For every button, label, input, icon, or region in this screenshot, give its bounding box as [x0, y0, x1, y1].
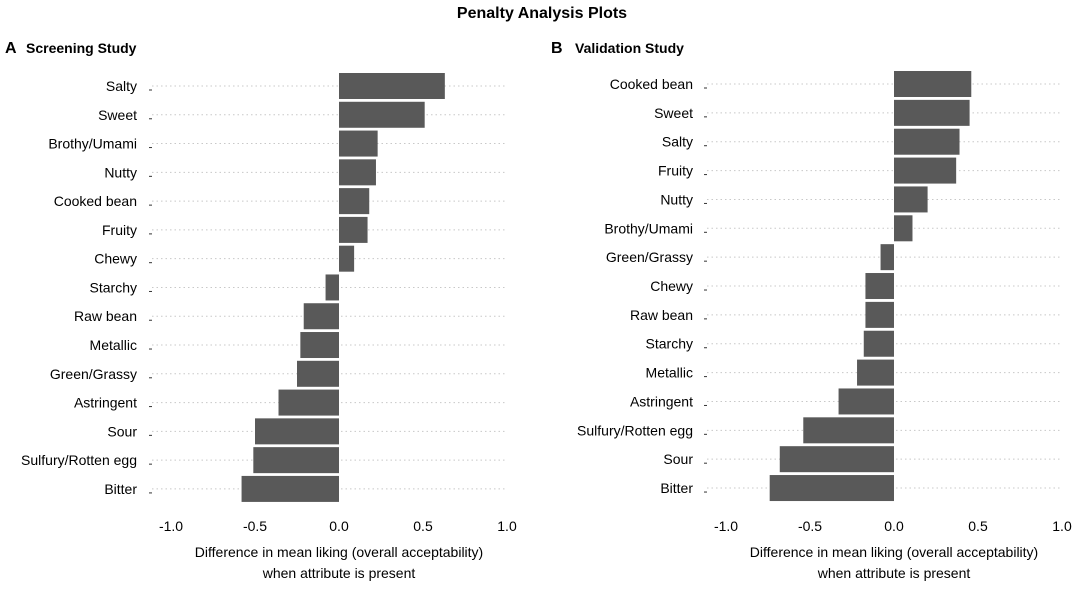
category-label: Fruity — [658, 163, 693, 179]
x-tick-label: -0.5 — [798, 518, 822, 534]
x-tick-label: 0.5 — [413, 518, 433, 534]
bar — [253, 447, 339, 474]
bar — [255, 418, 339, 445]
figure-title: Penalty Analysis Plots — [457, 5, 627, 22]
x-axis-title-line2: when attribute is present — [262, 565, 416, 581]
panel-screening: A Screening Study Salty Sweet Brothy/Umami Nu… — [5, 40, 517, 581]
bar — [803, 417, 894, 444]
x-tick-label: -1.0 — [159, 518, 183, 534]
bar — [865, 301, 894, 328]
category-label: Brothy/Umami — [604, 220, 693, 236]
x-tick-label: 1.0 — [497, 518, 517, 534]
x-axis-title-line1: Difference in mean liking (overall accep… — [750, 544, 1038, 560]
category-label: Starchy — [646, 336, 693, 352]
panel-title: Screening Study — [26, 40, 137, 56]
category-label: Starchy — [90, 279, 137, 295]
bar — [857, 359, 894, 386]
category-label: Cooked bean — [610, 76, 693, 92]
bar — [297, 360, 339, 387]
bar — [339, 130, 378, 157]
category-label: Sweet — [98, 107, 137, 123]
bar — [339, 73, 445, 99]
category-label: Chewy — [94, 251, 137, 267]
category-label: Bitter — [660, 480, 693, 496]
x-tick-label: 1.0 — [1052, 518, 1072, 534]
bar — [894, 215, 913, 242]
category-label: Green/Grassy — [50, 366, 137, 382]
panel-validation: B Validation Study Cooked bean Sweet Salty Fr… — [551, 40, 1072, 581]
bar — [769, 475, 894, 502]
x-tick-label: 0.5 — [968, 518, 988, 534]
bar — [325, 274, 339, 301]
category-label: Sweet — [654, 105, 693, 121]
category-label: Sour — [107, 423, 137, 439]
bar — [865, 273, 894, 300]
bar — [863, 330, 894, 357]
bar — [339, 188, 370, 215]
bar — [838, 388, 894, 415]
bar — [339, 216, 368, 243]
x-tick-label: 0.0 — [329, 518, 349, 534]
category-label: Raw bean — [630, 307, 693, 323]
bar — [894, 128, 960, 155]
category-label: Brothy/Umami — [48, 136, 137, 152]
category-label: Chewy — [650, 278, 693, 294]
category-label: Salty — [106, 78, 137, 94]
category-label: Nutty — [104, 164, 137, 180]
category-label: Cooked bean — [54, 193, 137, 209]
category-label: Nutty — [660, 191, 693, 207]
bar — [278, 389, 339, 416]
x-tick-label: -0.5 — [243, 518, 267, 534]
bar — [300, 332, 339, 359]
bar — [894, 99, 970, 126]
bar — [894, 157, 957, 184]
category-label: Salty — [662, 134, 693, 150]
category-label: Metallic — [90, 337, 137, 353]
x-tick-label: 0.0 — [884, 518, 904, 534]
category-label: Metallic — [646, 365, 693, 381]
bar — [339, 245, 355, 272]
x-axis-title-line1: Difference in mean liking (overall accep… — [195, 544, 483, 560]
panel-letter: A — [5, 40, 17, 57]
bar — [894, 71, 972, 97]
x-axis-title-line2: when attribute is present — [817, 565, 971, 581]
category-label: Astringent — [74, 395, 137, 411]
category-label: Green/Grassy — [606, 249, 693, 265]
category-label: Sour — [663, 451, 693, 467]
bar — [303, 303, 339, 330]
category-label: Raw bean — [74, 308, 137, 324]
panel-title: Validation Study — [575, 40, 684, 56]
category-label: Sulfury/Rotten egg — [577, 422, 693, 438]
x-tick-label: -1.0 — [714, 518, 738, 534]
category-label: Fruity — [102, 222, 137, 238]
bar — [339, 159, 376, 186]
panel-letter: B — [551, 40, 563, 57]
bar — [880, 244, 894, 271]
bar — [241, 475, 339, 502]
bar — [894, 186, 928, 213]
category-label: Bitter — [104, 481, 137, 497]
bar — [339, 101, 425, 128]
bar — [779, 446, 894, 473]
category-label: Astringent — [630, 393, 693, 409]
category-label: Sulfury/Rotten egg — [21, 452, 137, 468]
